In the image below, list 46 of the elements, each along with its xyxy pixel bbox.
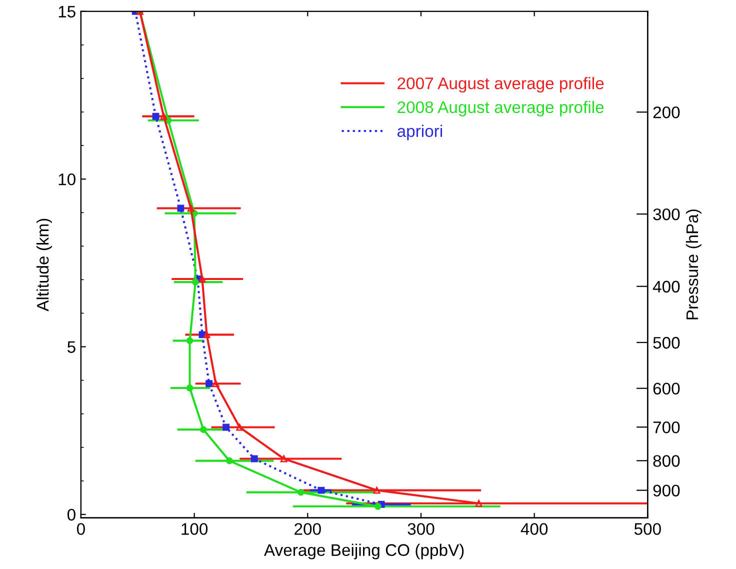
point [297,488,304,496]
y-tick-label: 0 [67,508,76,521]
point [212,380,220,388]
legend-label: 2007 August average profile [398,77,604,93]
legend-label: apriori [398,124,442,140]
point [280,455,288,462]
point [198,276,206,282]
point [192,278,199,286]
point [203,331,210,338]
y-tick-label: 10 [58,173,76,186]
y-tick-label: 15 [58,6,76,18]
point [374,502,382,510]
x-axis-title: Average Beijing CO (ppbV) [264,544,464,560]
x-tick-label: 100 [182,523,208,535]
x-tick-label: 300 [408,523,434,535]
point [226,457,233,464]
y2-tick-label: 400 [652,280,680,293]
y2-tick-label: 700 [653,422,680,434]
x-tick-label: 400 [520,523,548,535]
y2-tick-label: 900 [653,484,680,496]
point [206,380,213,388]
point [186,384,194,392]
y2-tick-label: 200 [653,106,680,118]
point [373,486,380,494]
y2-tick-label: 500 [653,336,680,349]
point [475,500,482,507]
x-tick-label: 0 [76,523,85,535]
point [152,112,160,120]
point [222,424,230,431]
point [177,204,184,212]
legend-label: 2008 August average profile [398,100,604,116]
y2-tick-label: 600 [653,382,680,395]
x-tick-label: 200 [294,523,321,535]
y2-axis-title: Pressure (hPa) [686,210,702,320]
y2-tick-label: 800 [653,455,680,467]
point [250,455,258,462]
y-tick-label: 5 [67,341,76,353]
point [186,337,194,344]
point [318,486,325,494]
x-tick-label: 500 [634,523,661,535]
point [187,204,194,212]
point [200,426,207,434]
point [160,112,168,120]
y-axis-title: Altitude (km) [36,218,52,312]
point [236,424,244,431]
y2-tick-label: 300 [653,208,680,220]
